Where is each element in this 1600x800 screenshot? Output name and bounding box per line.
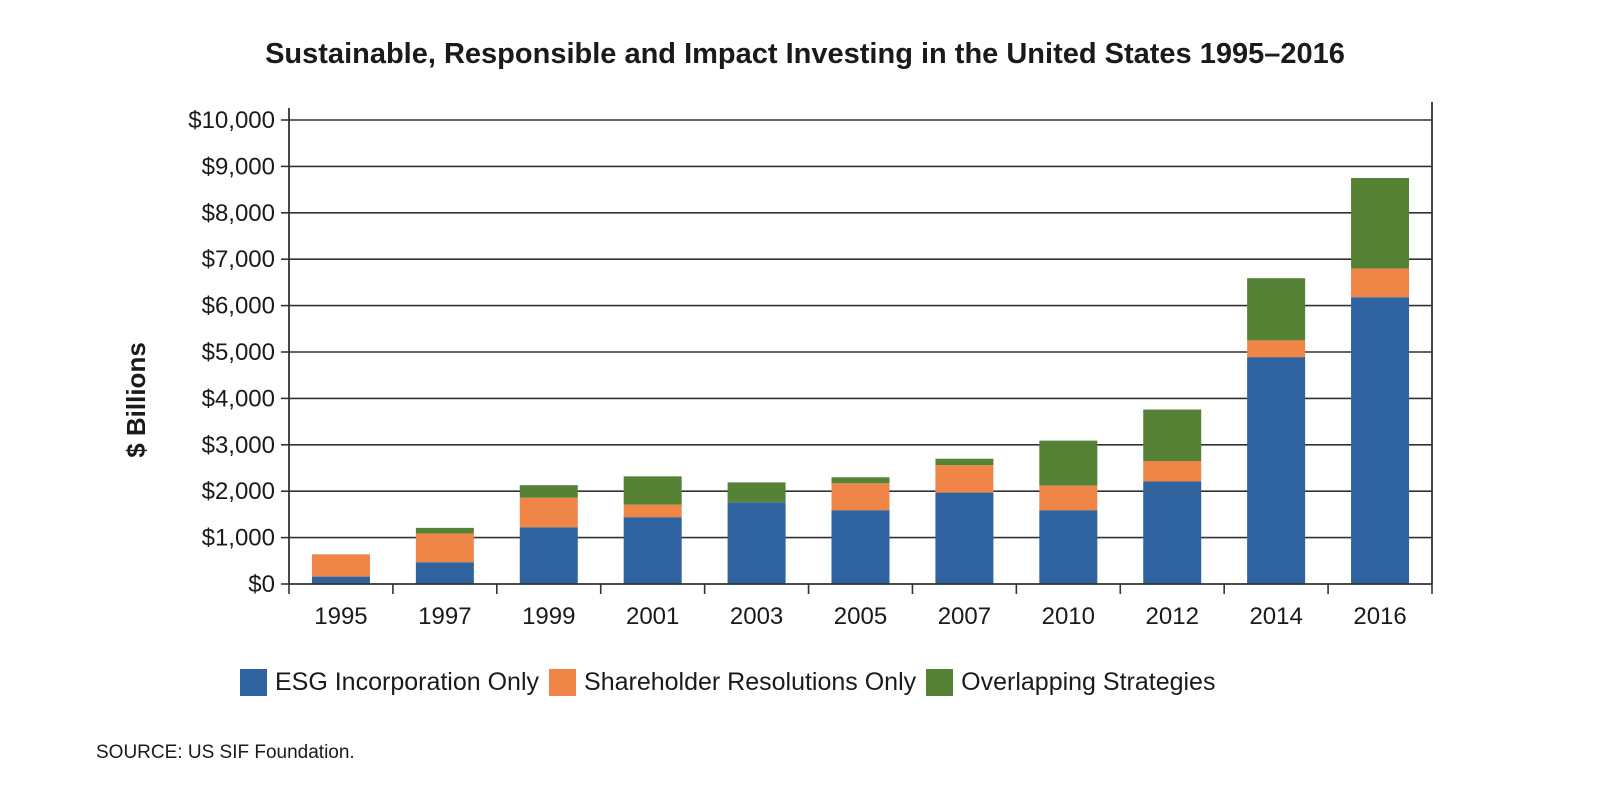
bar-segment-overlapping xyxy=(831,477,890,484)
bar-segment-overlapping xyxy=(415,527,474,534)
legend-swatch-overlapping xyxy=(926,669,954,696)
chart-title: Sustainable, Responsible and Impact Inve… xyxy=(265,38,1345,70)
bar-segment-shareholder xyxy=(831,483,890,511)
bars xyxy=(311,178,1410,584)
y-tick-label: $3,000 xyxy=(202,432,275,459)
bar-segment-overlapping xyxy=(623,476,682,505)
y-tick-label: $1,000 xyxy=(202,525,275,552)
x-tick-label: 1999 xyxy=(522,603,575,630)
bar-segment-esg xyxy=(415,562,474,584)
bar-segment-overlapping xyxy=(1039,440,1098,486)
legend-swatch-esg xyxy=(240,669,267,696)
legend-item-shareholder: Shareholder Resolutions Only xyxy=(549,668,916,697)
y-tick-label: $5,000 xyxy=(202,339,275,366)
bar-segment-shareholder xyxy=(519,497,578,528)
bar-segment-shareholder xyxy=(415,533,474,563)
bar-segment-esg xyxy=(519,527,578,584)
x-tick-label: 2005 xyxy=(834,603,887,630)
y-tick-label: $6,000 xyxy=(202,293,275,320)
legend-swatch-shareholder xyxy=(549,669,577,696)
bar-segment-shareholder xyxy=(1351,268,1410,298)
bar-segment-overlapping xyxy=(1143,409,1202,462)
bar-segment-esg xyxy=(1351,297,1410,584)
bar-segment-overlapping xyxy=(727,482,786,503)
x-tick-label: 2014 xyxy=(1249,603,1302,630)
y-axis-label: $ Billions xyxy=(121,342,151,458)
bar-segment-overlapping xyxy=(519,485,578,498)
legend-label-overlapping: Overlapping Strategies xyxy=(961,668,1216,696)
x-tick-label: 2016 xyxy=(1353,603,1406,630)
bar-segment-esg xyxy=(727,502,786,584)
bar-segment-shareholder xyxy=(935,465,994,493)
bar-segment-esg xyxy=(1143,481,1202,584)
y-tick-label: $4,000 xyxy=(202,385,275,412)
y-tick-label: $10,000 xyxy=(188,107,275,134)
bar-segment-overlapping xyxy=(1351,178,1410,269)
legend-label-shareholder: Shareholder Resolutions Only xyxy=(584,668,917,696)
y-tick-label: $9,000 xyxy=(202,153,275,180)
bar-segment-esg xyxy=(831,510,890,584)
bar-segment-shareholder xyxy=(623,504,682,518)
legend: ESG Incorporation Only Shareholder Resol… xyxy=(240,668,1225,697)
legend-item-overlapping: Overlapping Strategies xyxy=(926,668,1215,697)
x-tick-label: 2003 xyxy=(730,603,783,630)
axes: $0 $1,000 $2,000 $3,000 $4,000 $5,000 $6,000 $7… xyxy=(188,102,1433,630)
bar-segment-esg xyxy=(1039,510,1098,584)
y-tick-label: $0 xyxy=(248,571,275,598)
legend-label-esg: ESG Incorporation Only xyxy=(275,668,540,696)
x-tick-label: 1995 xyxy=(314,603,367,630)
bar-segment-shareholder xyxy=(311,554,370,577)
bar-segment-shareholder xyxy=(1143,461,1202,482)
y-tick-label: $8,000 xyxy=(202,200,275,227)
bar-segment-shareholder xyxy=(1247,340,1306,358)
x-tick-label: 2007 xyxy=(938,603,991,630)
x-tick-label: 2012 xyxy=(1146,603,1199,630)
x-tick-label: 1997 xyxy=(418,603,471,630)
y-tick-label: $2,000 xyxy=(202,478,275,505)
bar-segment-esg xyxy=(1247,357,1306,584)
bar-segment-overlapping xyxy=(935,458,994,466)
y-tick-label: $7,000 xyxy=(202,246,275,273)
x-tick-label: 2001 xyxy=(626,603,679,630)
source-note: SOURCE: US SIF Foundation. xyxy=(96,742,355,763)
bar-segment-esg xyxy=(935,492,994,584)
bar-segment-esg xyxy=(623,517,682,584)
bar-segment-overlapping xyxy=(1247,278,1306,341)
bar-segment-shareholder xyxy=(1039,485,1098,511)
legend-item-esg: ESG Incorporation Only xyxy=(240,668,539,697)
x-tick-label: 2010 xyxy=(1042,603,1095,630)
bar-segment-esg xyxy=(311,576,370,584)
